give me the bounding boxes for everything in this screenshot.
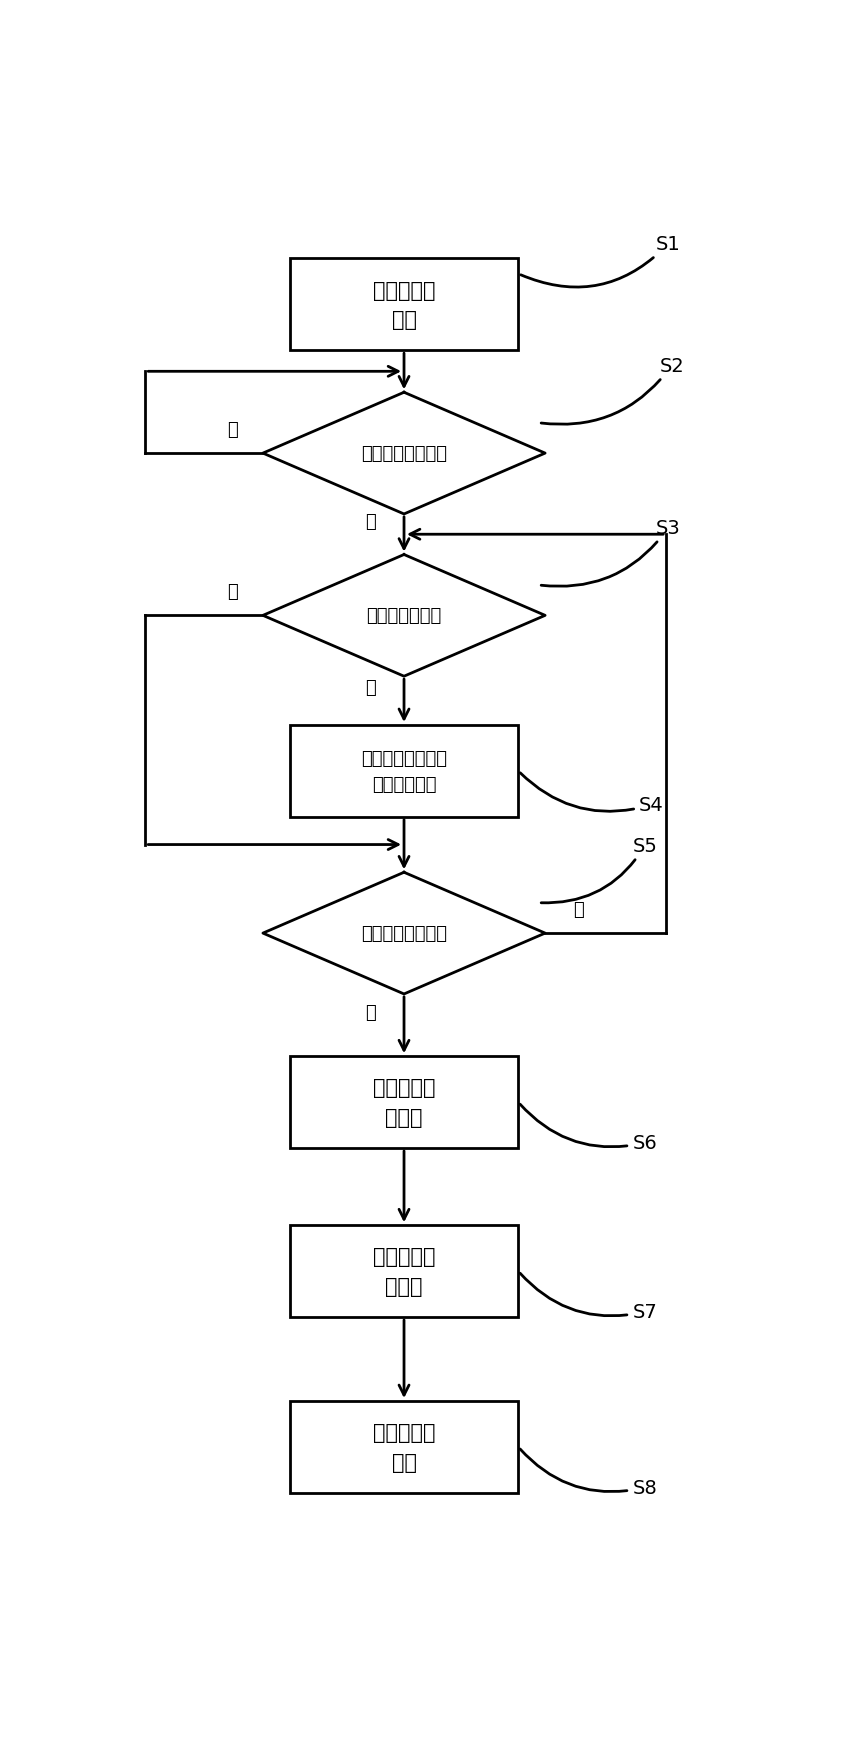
Polygon shape — [263, 872, 545, 995]
Text: S4: S4 — [520, 774, 664, 814]
Text: 是: 是 — [365, 679, 375, 697]
Text: 否: 否 — [365, 512, 375, 530]
Text: 控制高频炉
启动: 控制高频炉 启动 — [373, 281, 435, 330]
FancyBboxPatch shape — [290, 1400, 518, 1494]
Text: 对工件进行
强加热: 对工件进行 强加热 — [373, 1246, 435, 1297]
Text: 控制高频炉
关闭: 控制高频炉 关闭 — [373, 1422, 435, 1472]
Text: 是: 是 — [365, 1002, 375, 1021]
FancyBboxPatch shape — [290, 1225, 518, 1318]
Text: 控制工件回到重溶
前的原点位置: 控制工件回到重溶 前的原点位置 — [361, 749, 447, 793]
Text: S1: S1 — [521, 235, 681, 288]
Text: 否: 否 — [573, 900, 584, 918]
Text: 接收到复位指令: 接收到复位指令 — [367, 607, 441, 625]
Text: S6: S6 — [520, 1104, 657, 1153]
Text: S7: S7 — [520, 1274, 657, 1322]
Text: 接收到强加热指令: 接收到强加热指令 — [361, 444, 447, 463]
Polygon shape — [263, 393, 545, 514]
FancyBboxPatch shape — [290, 260, 518, 351]
Text: 接收到预加热指令: 接收到预加热指令 — [361, 925, 447, 942]
Text: S3: S3 — [541, 519, 681, 586]
Text: S2: S2 — [541, 356, 684, 425]
Text: S8: S8 — [520, 1450, 657, 1497]
Text: 是: 是 — [227, 421, 238, 439]
Text: 对工件进行
预加热: 对工件进行 预加热 — [373, 1078, 435, 1127]
Text: 否: 否 — [227, 583, 238, 600]
FancyBboxPatch shape — [290, 1057, 518, 1148]
Text: S5: S5 — [541, 835, 657, 904]
Polygon shape — [263, 555, 545, 677]
FancyBboxPatch shape — [290, 725, 518, 818]
